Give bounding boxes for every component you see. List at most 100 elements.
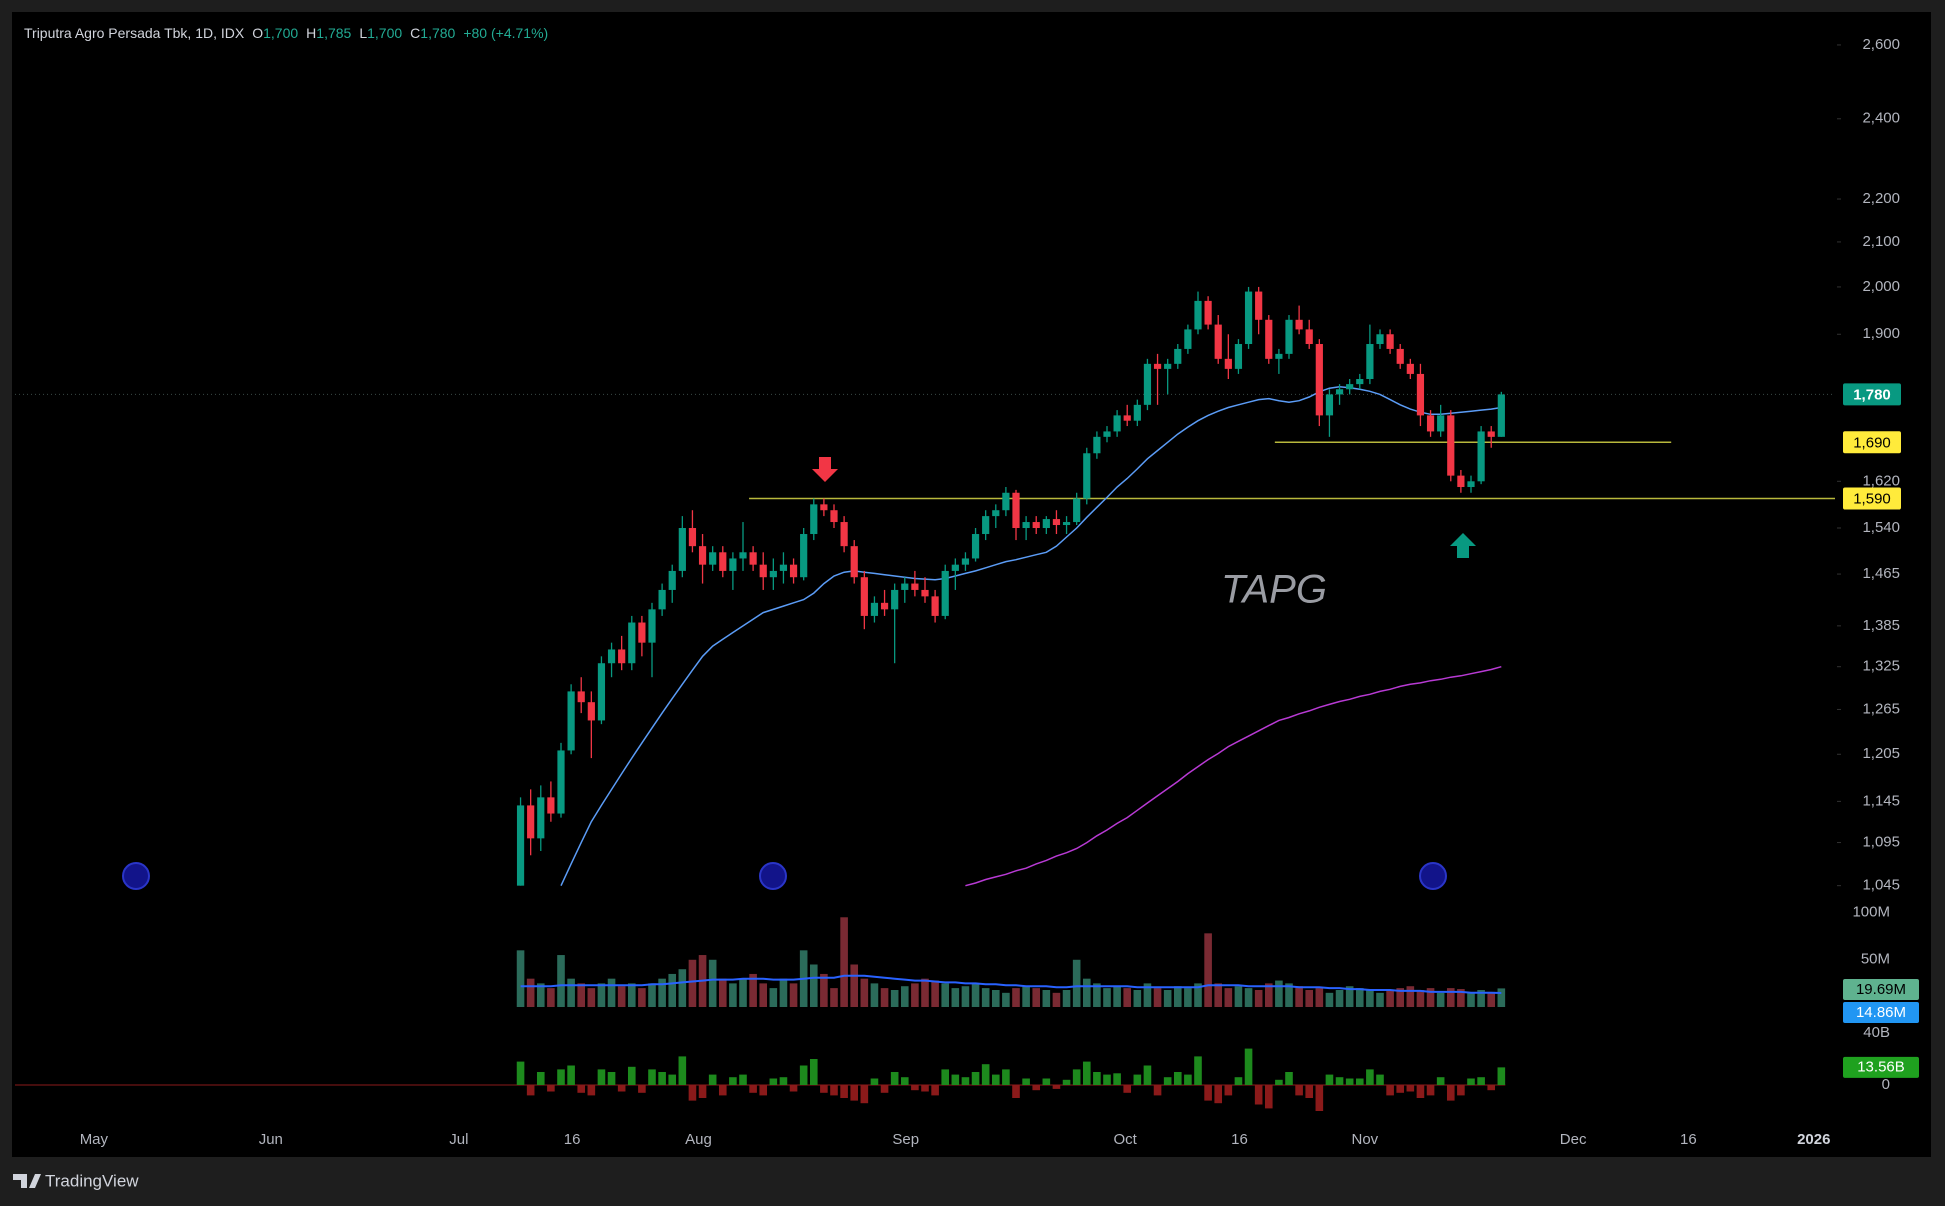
volume-bar	[648, 983, 656, 1007]
flow-bar	[1002, 1069, 1010, 1085]
volume-bar	[577, 983, 586, 1007]
flow-bar	[729, 1077, 737, 1085]
flow-bar	[1295, 1085, 1303, 1096]
candle-body	[1426, 415, 1435, 432]
flow-bar	[607, 1072, 616, 1085]
volume-bar	[1093, 983, 1101, 1007]
volume-bar	[1386, 990, 1394, 1007]
candle-body	[618, 649, 626, 664]
y-tick-label: 1,900	[1862, 325, 1900, 342]
volume-bar	[951, 988, 960, 1007]
flow-tick-label: 40B	[1863, 1024, 1890, 1041]
flow-bar	[1173, 1072, 1182, 1085]
event-icon[interactable]	[759, 862, 787, 890]
legend-header: Triputra Agro Persada Tbk, 1D, IDX O1,700…	[24, 25, 548, 41]
volume-bar	[587, 988, 596, 1007]
volume-bar	[931, 980, 939, 1007]
y-tick-label: 1,385	[1862, 617, 1900, 634]
flow-bar	[1234, 1077, 1243, 1085]
volume-bar	[820, 973, 828, 1007]
volume-bar	[769, 988, 778, 1007]
candle-body	[1153, 363, 1162, 369]
y-tick-label: 2,100	[1862, 233, 1900, 250]
candle-body	[1335, 389, 1344, 395]
flow-bar	[1386, 1085, 1394, 1096]
flow-bar	[1062, 1079, 1071, 1085]
volume-bar	[567, 978, 575, 1007]
flow-bar	[911, 1085, 919, 1091]
volume-bar	[1285, 983, 1293, 1007]
y-tick-label: 1,465	[1862, 565, 1900, 582]
candle-body	[1346, 384, 1354, 390]
flow-bar	[627, 1066, 636, 1085]
candle-body	[759, 564, 767, 578]
event-icon[interactable]	[1419, 862, 1447, 890]
candle-body	[749, 552, 757, 565]
flow-badge	[1843, 1056, 1919, 1078]
volume-bar	[739, 978, 747, 1007]
candle-body	[1103, 431, 1111, 437]
event-icons	[122, 862, 1447, 890]
flow-bar	[820, 1085, 828, 1093]
candle-body	[1447, 415, 1455, 476]
candle-body	[860, 577, 868, 616]
volume-ma-badge	[1843, 1002, 1919, 1023]
down-arrow	[812, 457, 838, 482]
flow-bar	[1082, 1061, 1091, 1085]
flow-bar	[1103, 1074, 1111, 1085]
x-tick-label: Nov	[1351, 1131, 1378, 1148]
volume-bar	[547, 988, 555, 1007]
volume-bar	[1214, 983, 1223, 1007]
volume-bar	[1275, 980, 1283, 1007]
candle-body	[1295, 319, 1303, 330]
flow-bar	[1143, 1065, 1152, 1085]
volume-bar	[1052, 992, 1061, 1007]
volume-bar	[526, 978, 535, 1007]
last-price-badge	[1843, 383, 1901, 406]
volume-bar	[941, 983, 950, 1007]
flow-bar	[698, 1085, 707, 1098]
volume-bar	[1072, 959, 1081, 1007]
volume-tick-label: 100M	[1852, 904, 1890, 921]
volume-bar	[900, 986, 909, 1007]
candle-body	[1164, 363, 1172, 369]
flow-bar	[1275, 1079, 1283, 1085]
x-tick-label: 16	[1231, 1131, 1248, 1148]
candle-body	[1133, 404, 1141, 421]
candle-body	[1194, 300, 1202, 330]
flow-bar	[779, 1077, 788, 1085]
flow-bar	[971, 1072, 980, 1085]
volume-bar	[961, 986, 970, 1007]
candle-body	[961, 558, 970, 565]
candle-body	[1305, 329, 1313, 345]
flow-bar	[1355, 1078, 1364, 1085]
candle-body	[668, 570, 676, 590]
volume-bar	[1153, 988, 1162, 1007]
candle-body	[880, 602, 889, 610]
volume-bar	[557, 955, 565, 1007]
volume-bar	[1113, 986, 1121, 1007]
flow-bar	[840, 1085, 848, 1098]
candle-body	[891, 589, 899, 610]
x-tick-label: Aug	[685, 1131, 712, 1148]
flow-bar	[526, 1085, 535, 1096]
flow-bar	[799, 1065, 808, 1085]
volume-bar	[1295, 986, 1303, 1007]
candle-body	[901, 583, 909, 590]
volume-bar	[1335, 990, 1344, 1007]
candle-body	[1487, 431, 1495, 437]
flow-bar	[567, 1065, 575, 1085]
flow-bar	[1457, 1085, 1465, 1096]
volume-bar	[1396, 988, 1405, 1007]
volume-bar	[1022, 986, 1030, 1007]
volume-bar	[1477, 990, 1485, 1007]
volume-bar	[890, 990, 899, 1007]
volume-bar	[759, 983, 768, 1007]
flow-bar	[1012, 1085, 1020, 1098]
chart-frame	[12, 12, 1931, 1157]
flow-bar	[860, 1085, 869, 1104]
x-tick-label: Jul	[449, 1131, 468, 1148]
change-value: +80 (+4.71%)	[463, 25, 548, 41]
event-icon[interactable]	[122, 862, 150, 890]
